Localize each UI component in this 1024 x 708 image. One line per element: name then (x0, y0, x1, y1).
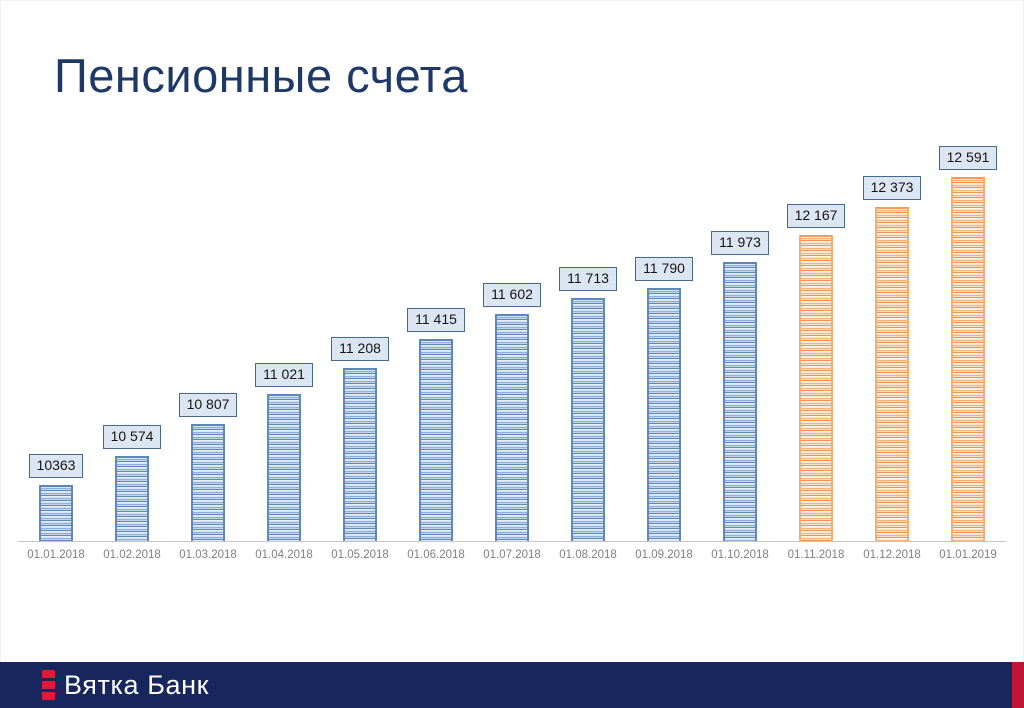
bar-column: 11 973 (702, 140, 778, 541)
bar-value-label: 12 373 (862, 176, 922, 200)
bar-value-label: 11 208 (331, 337, 389, 361)
bar-01.02.2018 (115, 456, 149, 541)
x-axis-tick-label: 01.01.2018 (27, 549, 85, 561)
bar-01.01.2018 (39, 485, 73, 541)
bar-column: 12 591 (930, 140, 1006, 541)
footer-red-stripe (1012, 662, 1024, 708)
bar-column: 11 790 (626, 140, 702, 541)
x-axis: 01.01.2018 01.02.2018 01.03.2018 01.04.2018… (18, 541, 1006, 561)
vyatka-bank-logo-icon (42, 670, 55, 700)
x-axis-tick-label: 01.11.2018 (787, 549, 845, 561)
bar-column: 11 021 (246, 140, 322, 541)
x-axis-tick-label: 01.08.2018 (559, 549, 617, 561)
x-axis-tick-label: 01.10.2018 (711, 549, 769, 561)
bar-column: 11 415 (398, 140, 474, 541)
footer-bar: Вятка Банк (0, 662, 1024, 708)
x-axis-tick-label: 01.09.2018 (635, 549, 693, 561)
bar-01.11.2018 (799, 235, 833, 541)
bar-column: 10363 (18, 140, 94, 541)
x-axis-tick-label: 01.01.2019 (939, 549, 997, 561)
bar-value-label: 12 167 (786, 204, 846, 228)
bar-column: 10 807 (170, 140, 246, 541)
bar-chart: 10363 10 574 10 807 11 021 11 208 11 415 11 60… (18, 140, 1006, 561)
bar-value-label: 11 790 (635, 257, 693, 281)
bar-value-label: 12 591 (938, 146, 998, 170)
bar-column: 11 208 (322, 140, 398, 541)
bar-value-label: 11 973 (711, 231, 769, 255)
bar-01.03.2018 (191, 424, 225, 541)
bar-01.10.2018 (723, 262, 757, 541)
bar-column: 11 713 (550, 140, 626, 541)
x-axis-tick-label: 01.04.2018 (255, 549, 313, 561)
bar-value-label: 10363 (28, 454, 84, 478)
bar-01.07.2018 (495, 314, 529, 541)
bar-value-label: 10 574 (102, 425, 162, 449)
bar-column: 12 167 (778, 140, 854, 541)
bar-value-label: 10 807 (178, 393, 238, 417)
bar-01.04.2018 (267, 394, 301, 541)
x-axis-tick-label: 01.02.2018 (103, 549, 161, 561)
x-axis-tick-label: 01.05.2018 (331, 549, 389, 561)
x-axis-tick-label: 01.07.2018 (483, 549, 541, 561)
chart-plot-area: 10363 10 574 10 807 11 021 11 208 11 415 11 60… (18, 140, 1006, 541)
bar-01.06.2018 (419, 339, 453, 541)
bar-01.08.2018 (571, 298, 605, 541)
bar-01.01.2019 (951, 177, 985, 541)
bar-value-label: 11 713 (559, 267, 617, 291)
bar-value-label: 11 415 (407, 308, 465, 332)
bar-value-label: 11 602 (483, 283, 541, 307)
bar-column: 10 574 (94, 140, 170, 541)
bar-column: 11 602 (474, 140, 550, 541)
bar-01.12.2018 (875, 207, 909, 541)
bar-column: 12 373 (854, 140, 930, 541)
page-title: Пенсионные счета (54, 49, 468, 102)
x-axis-tick-label: 01.12.2018 (863, 549, 921, 561)
x-axis-tick-label: 01.06.2018 (407, 549, 465, 561)
bar-01.05.2018 (343, 368, 377, 541)
bar-01.09.2018 (647, 288, 681, 541)
brand-name: Вятка Банк (64, 669, 210, 700)
x-axis-tick-label: 01.03.2018 (179, 549, 237, 561)
bar-value-label: 11 021 (255, 363, 313, 387)
